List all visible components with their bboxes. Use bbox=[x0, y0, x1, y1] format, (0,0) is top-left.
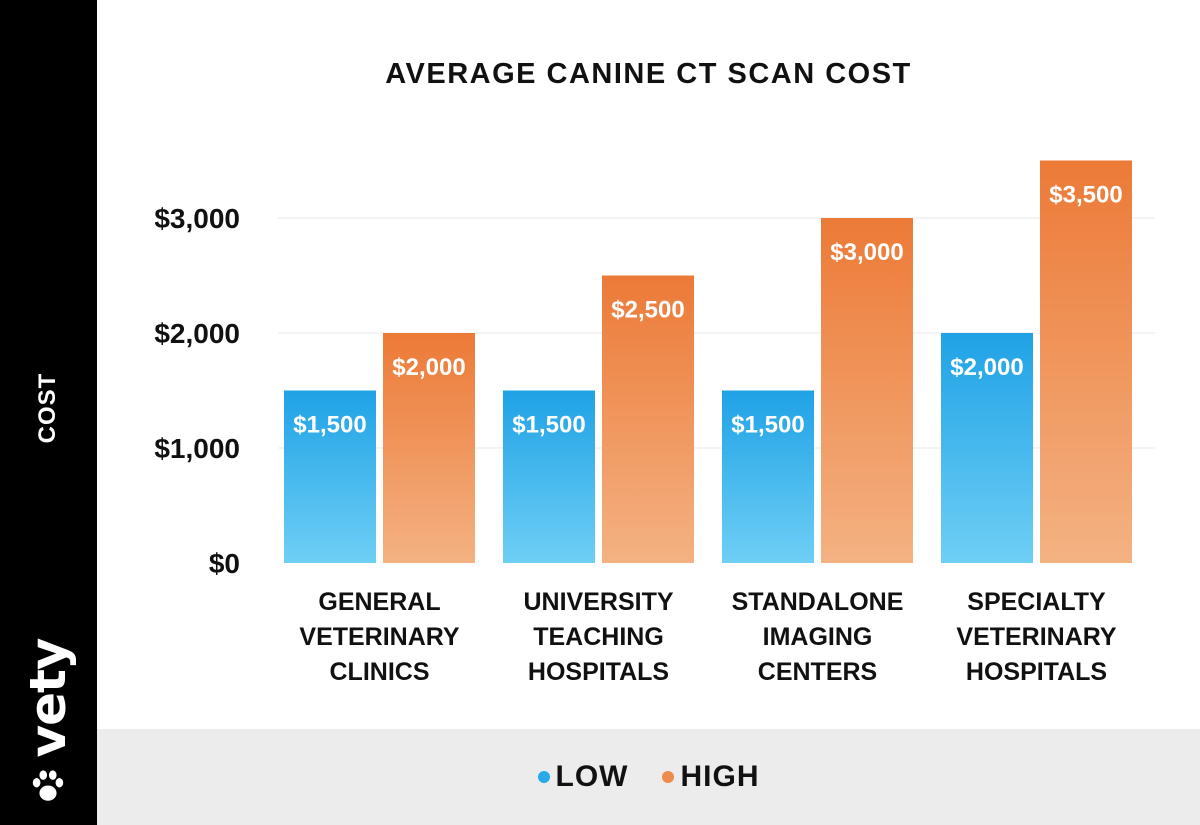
data-label-high: $2,000 bbox=[392, 354, 465, 381]
x-tick-label: GENERAL bbox=[318, 588, 440, 616]
x-tick-label: SPECIALTY bbox=[967, 588, 1106, 616]
y-axis-ticks: $0 $1,000 $2,000 $3,000 bbox=[154, 203, 240, 579]
bar-low bbox=[284, 390, 376, 563]
bar-low bbox=[722, 390, 814, 563]
legend-label-high: HIGH bbox=[680, 760, 760, 793]
paw-icon bbox=[32, 770, 64, 801]
y-tick-label: $2,000 bbox=[154, 318, 240, 349]
legend-label-low: LOW bbox=[555, 760, 629, 793]
bar-high bbox=[1040, 160, 1132, 563]
brand-name: vety bbox=[19, 638, 77, 758]
bar-high bbox=[383, 333, 475, 563]
x-tick-label: IMAGING bbox=[763, 623, 873, 651]
side-panel: COST vety bbox=[0, 0, 97, 825]
data-label-low: $1,500 bbox=[293, 412, 366, 439]
x-tick-label: TEACHING bbox=[533, 623, 664, 651]
x-tick-label: HOSPITALS bbox=[966, 658, 1107, 686]
bar-low bbox=[503, 390, 595, 563]
data-label-high: $3,500 bbox=[1049, 182, 1122, 209]
legend: LOW HIGH bbox=[97, 729, 1200, 825]
data-label-low: $2,000 bbox=[950, 354, 1023, 381]
data-labels: $1,500 $2,000 $1,500 $2,500 $1,500 $3,000 $2,0… bbox=[293, 182, 1122, 439]
legend-item-high: HIGH bbox=[662, 760, 759, 794]
legend-item-low: LOW bbox=[537, 760, 629, 794]
y-tick-label: $0 bbox=[209, 548, 240, 579]
y-tick-label: $1,000 bbox=[154, 433, 240, 464]
data-label-low: $1,500 bbox=[512, 412, 585, 439]
data-label-high: $3,000 bbox=[830, 239, 903, 266]
x-tick-label: CLINICS bbox=[330, 658, 430, 686]
data-label-low: $1,500 bbox=[731, 412, 804, 439]
x-axis-categories: GENERAL VETERINARY CLINICS UNIVERSITY TEACHI… bbox=[299, 588, 1117, 686]
bar-low bbox=[941, 333, 1033, 563]
bar-chart: $0$1,000$2,000$3,000 $1,500$2,000$1,500$… bbox=[154, 160, 1155, 686]
brand-logo: vety bbox=[19, 639, 77, 806]
chart-title: AVERAGE CANINE CT SCAN COST bbox=[385, 58, 912, 90]
x-tick-label: UNIVERSITY bbox=[523, 588, 673, 616]
bar-high bbox=[821, 218, 913, 563]
legend-dot-low bbox=[537, 771, 550, 783]
x-tick-label: HOSPITALS bbox=[528, 658, 669, 686]
x-tick-label: STANDALONE bbox=[732, 588, 904, 616]
x-tick-label: CENTERS bbox=[758, 658, 877, 686]
y-tick-label: $3,000 bbox=[154, 203, 240, 234]
x-tick-label: VETERINARY bbox=[299, 623, 460, 651]
y-axis-title: COST bbox=[34, 372, 61, 444]
bar-high bbox=[602, 275, 694, 563]
x-tick-label: VETERINARY bbox=[956, 623, 1117, 651]
legend-dot-high bbox=[662, 771, 675, 783]
data-label-high: $2,500 bbox=[611, 297, 684, 324]
bars bbox=[284, 160, 1132, 563]
